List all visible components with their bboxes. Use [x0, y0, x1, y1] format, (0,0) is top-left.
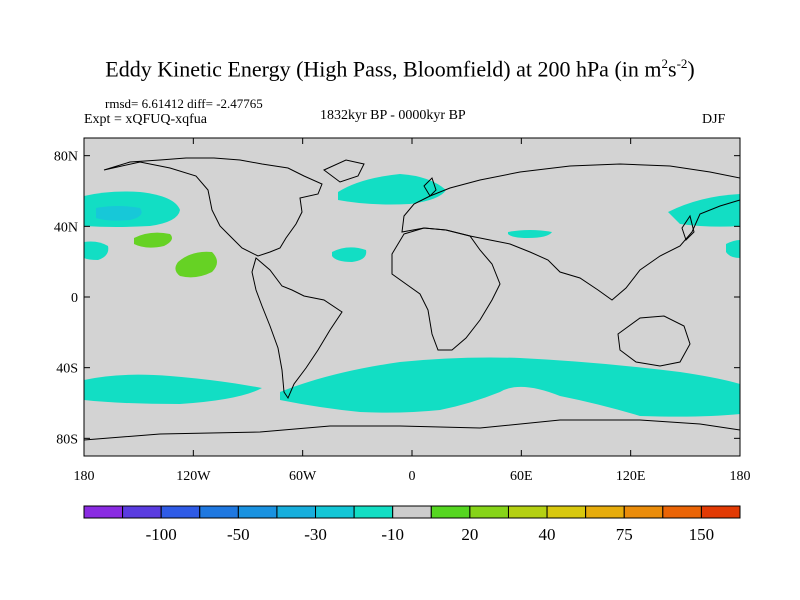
region-mediterranean: [508, 230, 552, 238]
colorbar-box: [237, 505, 278, 519]
latitude-axis: 80N 40N 0 40S 80S: [54, 150, 740, 447]
colorbar-box: [430, 505, 471, 519]
lon-tick-label: 60W: [289, 469, 317, 484]
colorbar-label: -50: [227, 525, 250, 544]
lon-tick-label: 180: [74, 469, 95, 484]
lat-tick-label: 40N: [54, 220, 78, 235]
colorbar-box: [585, 505, 625, 519]
colorbar-label: 40: [539, 525, 556, 544]
lat-tick-label: 80S: [56, 432, 78, 447]
north-america-coast: [103, 157, 323, 257]
colorbar-label: 75: [616, 525, 633, 544]
lon-tick-label: 120E: [616, 469, 646, 484]
lon-tick-label: 120W: [176, 469, 211, 484]
japan-coast: [681, 214, 695, 241]
colorbar: -100 -50 -30 -10 20 40 75 150: [83, 505, 741, 544]
colorbar-box: [353, 505, 394, 519]
colorbar-box: [700, 505, 741, 519]
region-southern-ocean-west: [84, 374, 262, 404]
lat-tick-label: 80N: [54, 150, 78, 165]
anomaly-regions: [84, 174, 740, 417]
region-mid-atlantic: [332, 247, 367, 262]
lon-tick-label: 180: [730, 469, 751, 484]
region-north-pacific-east: [84, 241, 109, 260]
plot-title: Eddy Kinetic Energy (High Pass, Bloomfie…: [105, 56, 695, 82]
map-panel: 80N 40N 0 40S 80S 180 120W 60W 0 60E 120E 180: [54, 137, 751, 484]
colorbar-label: 150: [689, 525, 715, 544]
colorbar-box: [469, 505, 509, 519]
season-label: DJF: [702, 112, 726, 127]
colorbar-box: [83, 505, 124, 519]
period-label: 1832kyr BP - 0000kyr BP: [320, 108, 466, 123]
region-north-pacific-core: [96, 206, 142, 221]
region-north-pacific-far-east: [668, 194, 740, 227]
colorbar-box: [276, 505, 317, 519]
experiment-label: Expt = xQFUQ-xqfua: [84, 112, 207, 127]
colorbar-box: [160, 505, 201, 519]
colorbar-label: 20: [461, 525, 478, 544]
coastlines: [83, 157, 741, 441]
south-america-coast: [251, 257, 343, 400]
lon-tick-label: 0: [409, 469, 416, 484]
colorbar-label: -30: [304, 525, 327, 544]
lat-tick-label: 40S: [56, 362, 78, 377]
lat-tick-label: 0: [71, 291, 78, 306]
antarctica-coast: [83, 419, 741, 441]
region-north-pacific-far-east-2: [726, 240, 740, 258]
colorbar-box: [392, 505, 432, 519]
colorbar-box: [623, 505, 664, 519]
colorbar-box: [315, 505, 355, 519]
longitude-axis: 180 120W 60W 0 60E 120E 180: [74, 138, 751, 484]
region-north-atlantic: [338, 174, 446, 205]
british-isles-coast: [423, 177, 437, 197]
colorbar-box: [122, 505, 162, 519]
region-southern-ocean-main: [280, 357, 740, 417]
stats-label: rmsd= 6.61412 diff= -2.47765: [105, 96, 263, 111]
colorbar-box: [662, 505, 702, 519]
colorbar-box: [546, 505, 587, 519]
colorbar-box: [199, 505, 239, 519]
region-pacific-positive-south: [175, 251, 217, 278]
region-pacific-positive-north: [134, 232, 172, 248]
australia-coast: [617, 315, 691, 367]
colorbar-label: -10: [381, 525, 404, 544]
lon-tick-label: 60E: [510, 469, 533, 484]
greenland-coast: [323, 159, 365, 183]
colorbar-box: [507, 505, 548, 519]
colorbar-label: -100: [146, 525, 177, 544]
